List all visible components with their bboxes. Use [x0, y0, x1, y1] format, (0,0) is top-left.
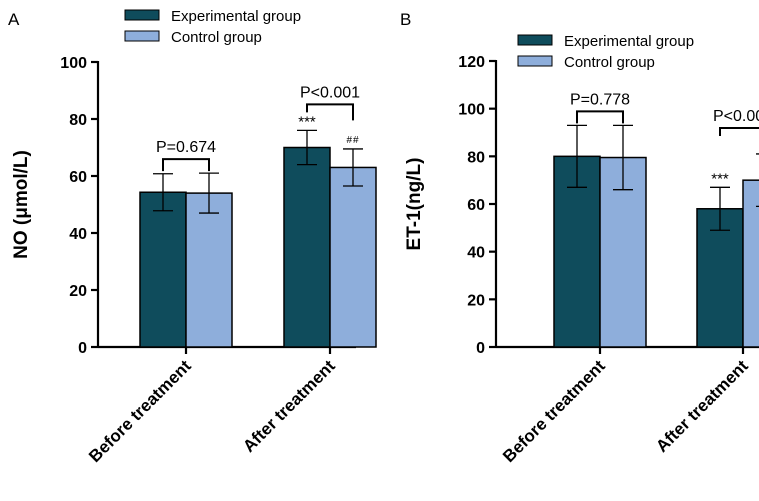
y-tick-label: 20	[69, 283, 87, 300]
legend-swatch-1	[517, 55, 553, 67]
bar-control	[742, 179, 759, 348]
significance-mark: ***	[298, 113, 316, 130]
legend-label-1: Control group	[171, 29, 262, 46]
y-tick-label: 80	[69, 112, 87, 129]
bar-control	[599, 156, 647, 348]
comparison-bracket	[162, 158, 210, 172]
p-value-label: P=0.674	[156, 139, 216, 156]
p-value-label: P=0.778	[570, 91, 630, 108]
p-value-label: P<0.001	[300, 84, 360, 101]
legend-label-0: Experimental group	[564, 33, 694, 50]
y-tick-label: 80	[467, 149, 485, 166]
legend-swatch-1	[124, 30, 160, 42]
y-tick-label: 100	[60, 55, 87, 72]
y-tick-label: 60	[467, 197, 485, 214]
x-category-label: Before treatment	[85, 356, 195, 466]
y-tick-label: 120	[458, 54, 485, 71]
x-category-label: After treatment	[652, 356, 752, 456]
x-category-label: Before treatment	[499, 356, 609, 466]
y-tick-label: 60	[69, 169, 87, 186]
legend-swatch-0	[517, 34, 553, 46]
significance-mark: ***	[711, 170, 729, 187]
y-tick-label: 40	[69, 226, 87, 243]
panel-letter: B	[400, 10, 411, 29]
comparison-bracket	[576, 110, 624, 124]
panel-b: B Experimental group Control group ET-1(ng/…	[400, 10, 759, 466]
y-tick-label: 20	[467, 292, 485, 309]
y-tick-label: 100	[458, 102, 485, 119]
comparison-bracket	[719, 126, 759, 136]
y-tick-label: 0	[78, 340, 87, 357]
panel-letter: A	[8, 10, 20, 29]
comparison-bracket	[306, 103, 354, 121]
bar-control	[329, 166, 377, 348]
bar-experimental	[139, 191, 187, 348]
legend-label-1: Control group	[564, 54, 655, 71]
legend-swatch-0	[124, 9, 160, 21]
p-value-label: P<0.001	[713, 108, 759, 125]
significance-mark: ##	[346, 135, 359, 146]
bar-control	[185, 192, 233, 348]
legend-label-0: Experimental group	[171, 8, 301, 25]
panel-a: A Experimental group Control group NO (μmol…	[8, 8, 377, 466]
y-axis-label: ET-1(ng/L)	[404, 158, 425, 251]
y-tick-label: 0	[476, 340, 485, 357]
bar-experimental	[283, 146, 331, 348]
y-tick-label: 40	[467, 245, 485, 262]
x-category-label: After treatment	[239, 356, 339, 456]
y-axis-label: NO (μmol/L)	[11, 150, 32, 259]
